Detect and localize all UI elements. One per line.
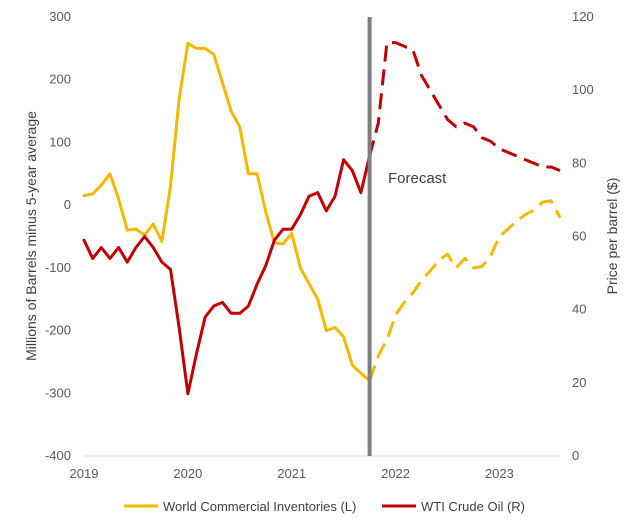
y-left-tick-label: -100 xyxy=(45,260,71,275)
legend-label-inventories: World Commercial Inventories (L) xyxy=(163,499,356,514)
y-right-tick-label: 40 xyxy=(572,302,586,317)
x-tick-label: 2021 xyxy=(277,466,306,481)
y-right-tick-label: 60 xyxy=(572,229,586,244)
y-right-tick-label: 0 xyxy=(572,448,579,463)
x-tick-label: 2019 xyxy=(70,466,99,481)
y-left-tick-label: 0 xyxy=(64,197,71,212)
y-left-tick-label: -200 xyxy=(45,323,71,338)
y-left-tick-label: -400 xyxy=(45,448,71,463)
y-left-tick-label: 100 xyxy=(49,134,71,149)
series-line-inventories xyxy=(82,41,372,383)
x-tick-label: 2022 xyxy=(381,466,410,481)
y-axis-right-title: Price per barrel ($) xyxy=(604,178,620,295)
y-left-tick-label: -300 xyxy=(45,385,71,400)
y-axis-left-title: Millions of Barrels minus 5-year average xyxy=(23,111,39,361)
legend: World Commercial Inventories (L) WTI Cru… xyxy=(124,499,525,514)
y-right-tick-label: 100 xyxy=(572,82,594,97)
forecast-label: Forecast xyxy=(388,170,447,187)
y-right-tick-label: 80 xyxy=(572,155,586,170)
y-axis-right-ticks: 120 100 80 60 40 20 0 xyxy=(572,9,594,463)
legend-label-wti: WTI Crude Oil (R) xyxy=(421,499,525,514)
x-tick-label: 2020 xyxy=(173,466,202,481)
series-forecast-inventories xyxy=(368,199,562,382)
series-forecast-wti xyxy=(368,41,561,172)
series-line-wti xyxy=(82,154,372,396)
y-left-tick-label: 300 xyxy=(49,9,71,24)
series-layer xyxy=(82,41,562,396)
y-right-tick-label: 20 xyxy=(572,375,586,390)
y-axis-left-ticks: 300 200 100 0 -100 -200 -300 -400 xyxy=(45,9,71,463)
x-axis-ticks: 2019 2020 2021 2022 2023 xyxy=(70,466,514,481)
y-left-tick-label: 200 xyxy=(49,72,71,87)
y-right-tick-label: 120 xyxy=(572,9,594,24)
x-tick-label: 2023 xyxy=(485,466,514,481)
